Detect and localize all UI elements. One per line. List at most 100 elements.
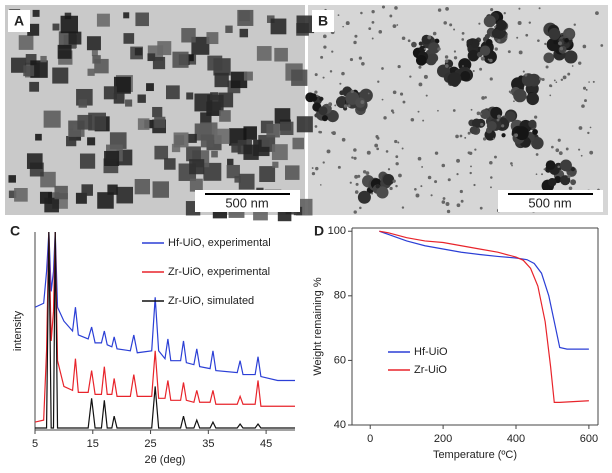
speck xyxy=(492,137,495,140)
speck xyxy=(360,100,365,104)
aggregate xyxy=(514,126,529,141)
speck xyxy=(376,147,380,151)
speck xyxy=(389,186,393,191)
particle xyxy=(186,54,194,62)
aggregate xyxy=(484,33,490,40)
x-tick-label: 25 xyxy=(144,438,156,450)
speck xyxy=(447,178,451,182)
speck xyxy=(420,185,423,188)
aggregate xyxy=(483,15,496,28)
speck xyxy=(349,181,352,184)
speck xyxy=(329,70,333,73)
speck xyxy=(507,50,511,54)
speck xyxy=(559,46,564,51)
legend-label: Zr-UiO xyxy=(414,364,447,376)
particle xyxy=(296,116,313,133)
speck xyxy=(360,11,363,15)
speck xyxy=(425,94,428,97)
particle xyxy=(30,60,48,78)
particle xyxy=(88,112,106,131)
speck xyxy=(355,182,359,186)
particle xyxy=(154,116,166,128)
speck xyxy=(314,90,318,94)
aggregate xyxy=(434,38,440,44)
speck xyxy=(592,80,595,83)
speck xyxy=(469,171,472,175)
particle xyxy=(103,86,117,100)
particle xyxy=(266,123,280,138)
particle xyxy=(91,50,98,57)
aggregate xyxy=(339,90,345,96)
particle xyxy=(225,25,233,33)
speck xyxy=(409,75,412,78)
series-line xyxy=(379,230,589,350)
x-tick-label: 15 xyxy=(87,438,99,450)
speck xyxy=(589,126,592,129)
speck xyxy=(585,88,588,91)
speck xyxy=(314,73,318,77)
particle xyxy=(296,15,315,34)
speck xyxy=(331,50,334,53)
speck xyxy=(479,67,483,71)
speck xyxy=(432,31,437,36)
particle xyxy=(44,197,59,213)
speck xyxy=(496,118,500,122)
speck xyxy=(443,21,447,25)
particle xyxy=(210,92,219,101)
particle xyxy=(123,33,135,44)
speck xyxy=(437,47,441,51)
particle xyxy=(238,173,255,190)
speck xyxy=(462,65,464,67)
x-tick-label: 5 xyxy=(32,438,38,450)
particle xyxy=(66,135,77,147)
aggregate xyxy=(505,111,516,122)
speck xyxy=(564,50,567,53)
particle xyxy=(237,9,254,26)
speck xyxy=(444,55,449,59)
particle xyxy=(171,143,181,153)
particle xyxy=(86,36,101,51)
speck xyxy=(587,131,590,135)
particle xyxy=(206,32,219,45)
speck xyxy=(456,173,459,176)
speck xyxy=(392,179,396,183)
aggregate xyxy=(546,37,560,52)
scale-bar-label: 500 nm xyxy=(528,195,571,210)
speck xyxy=(354,34,358,38)
particle xyxy=(231,143,241,153)
speck xyxy=(334,104,337,107)
speck xyxy=(371,21,375,24)
speck xyxy=(410,118,415,122)
particle xyxy=(227,158,234,166)
panel-label: D xyxy=(314,223,324,239)
speck xyxy=(311,167,314,169)
speck xyxy=(320,55,324,59)
plot-area xyxy=(379,230,589,403)
speck xyxy=(389,14,393,18)
particle xyxy=(35,133,42,141)
particle xyxy=(14,188,28,202)
speck xyxy=(553,79,556,82)
speck xyxy=(378,30,383,34)
speck xyxy=(453,28,456,31)
aggregate xyxy=(564,50,578,64)
particle xyxy=(152,181,169,198)
particle xyxy=(147,53,156,62)
speck xyxy=(414,187,417,191)
speck xyxy=(357,174,361,178)
particle xyxy=(96,13,110,27)
speck xyxy=(437,8,442,12)
aggregate xyxy=(496,19,507,31)
particle xyxy=(81,184,93,196)
speck xyxy=(444,59,449,63)
speck xyxy=(341,71,345,76)
speck xyxy=(490,176,493,179)
speck xyxy=(470,165,472,168)
speck xyxy=(474,148,477,151)
particle xyxy=(274,108,291,124)
speck xyxy=(494,155,497,159)
particle xyxy=(107,184,118,195)
speck xyxy=(489,77,493,81)
aggregate xyxy=(376,186,389,199)
speck xyxy=(339,82,342,85)
